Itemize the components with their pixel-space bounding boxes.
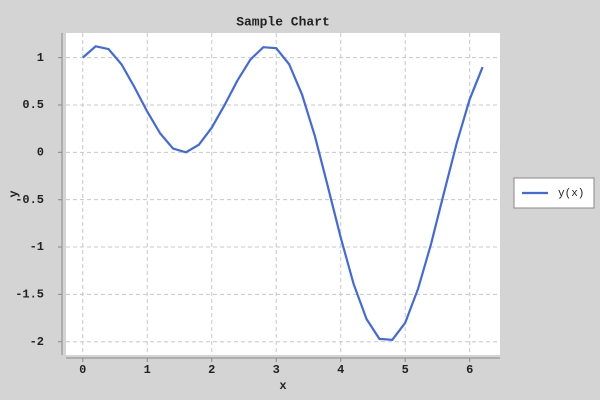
- y-tick-label: 0: [37, 146, 44, 160]
- x-tick-label: 4: [337, 363, 344, 377]
- x-tick-label: 1: [144, 363, 151, 377]
- plot-area: [66, 33, 500, 355]
- legend-label: y(x): [558, 188, 584, 200]
- x-tick-label: 6: [466, 363, 473, 377]
- x-axis-label: x: [279, 379, 286, 393]
- y-tick-label: -0.5: [15, 193, 44, 207]
- chart-title: Sample Chart: [236, 14, 330, 29]
- x-tick-label: 5: [402, 363, 409, 377]
- y-tick-label: 0.5: [22, 98, 44, 112]
- y-axis-label: y: [7, 190, 21, 197]
- x-tick-label: 0: [79, 363, 86, 377]
- x-tick-label: 2: [208, 363, 215, 377]
- y-tick-label: 1: [37, 51, 44, 65]
- y-tick-label: -1: [30, 240, 44, 254]
- data-line: [82, 45, 484, 341]
- y-tick-label: -1.5: [15, 288, 44, 302]
- x-tick-label: 3: [273, 363, 280, 377]
- y-tick-label: -2: [30, 335, 44, 349]
